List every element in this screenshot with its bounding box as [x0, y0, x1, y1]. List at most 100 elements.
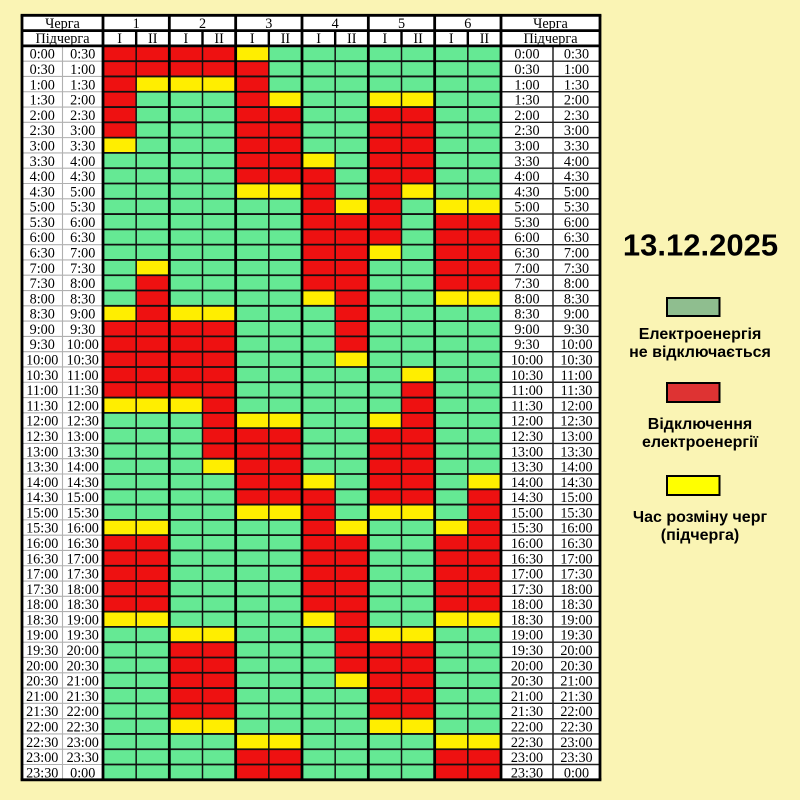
svg-text:22:30: 22:30: [511, 735, 543, 751]
svg-text:15:30: 15:30: [560, 505, 592, 521]
svg-text:0:00: 0:00: [514, 47, 539, 63]
svg-text:22:30: 22:30: [67, 719, 99, 735]
svg-text:21:30: 21:30: [67, 689, 99, 705]
svg-text:II: II: [413, 31, 423, 47]
svg-text:18:30: 18:30: [511, 612, 543, 628]
svg-text:17:30: 17:30: [511, 582, 543, 598]
svg-text:10:00: 10:00: [511, 353, 543, 369]
svg-text:17:00: 17:00: [511, 567, 543, 583]
svg-text:7:00: 7:00: [70, 246, 95, 262]
svg-text:I: I: [449, 31, 454, 47]
svg-text:18:00: 18:00: [511, 597, 543, 613]
svg-text:1:00: 1:00: [70, 62, 95, 78]
svg-text:10:30: 10:30: [560, 353, 592, 369]
svg-text:20:30: 20:30: [26, 674, 58, 690]
svg-text:6:30: 6:30: [514, 246, 539, 262]
svg-text:17:00: 17:00: [67, 551, 99, 567]
svg-text:6:00: 6:00: [70, 215, 95, 231]
svg-text:18:30: 18:30: [67, 597, 99, 613]
svg-text:7:30: 7:30: [514, 276, 539, 292]
svg-text:7:30: 7:30: [564, 261, 589, 277]
svg-text:Електроенергія: Електроенергія: [639, 326, 762, 343]
svg-text:19:30: 19:30: [67, 628, 99, 644]
svg-text:21:30: 21:30: [560, 689, 592, 705]
svg-text:18:00: 18:00: [560, 582, 592, 598]
svg-text:16:00: 16:00: [511, 536, 543, 552]
svg-text:17:30: 17:30: [560, 567, 592, 583]
svg-text:16:00: 16:00: [560, 521, 592, 537]
svg-text:19:00: 19:00: [511, 628, 543, 644]
svg-text:I: I: [250, 31, 255, 47]
svg-text:11:00: 11:00: [511, 383, 543, 399]
svg-text:10:30: 10:30: [511, 368, 543, 384]
svg-text:Черга: Черга: [533, 16, 568, 32]
svg-text:23:30: 23:30: [67, 750, 99, 766]
svg-text:1: 1: [133, 16, 140, 32]
svg-text:6:30: 6:30: [564, 230, 589, 246]
svg-text:10:30: 10:30: [26, 368, 58, 384]
svg-text:12:00: 12:00: [67, 398, 99, 414]
svg-text:7:00: 7:00: [514, 261, 539, 277]
svg-text:11:00: 11:00: [26, 383, 58, 399]
svg-text:13:00: 13:00: [511, 444, 543, 460]
svg-text:11:30: 11:30: [561, 383, 593, 399]
svg-text:1:30: 1:30: [564, 77, 589, 93]
svg-text:14:00: 14:00: [26, 475, 58, 491]
svg-text:6:00: 6:00: [514, 230, 539, 246]
svg-text:1:00: 1:00: [514, 77, 539, 93]
svg-text:0:30: 0:30: [30, 62, 55, 78]
svg-text:Підчерга: Підчерга: [35, 31, 90, 47]
svg-text:2:00: 2:00: [564, 93, 589, 109]
svg-text:12:30: 12:30: [67, 414, 99, 430]
svg-text:7:30: 7:30: [70, 261, 95, 277]
svg-text:12:30: 12:30: [560, 414, 592, 430]
svg-text:8:00: 8:00: [70, 276, 95, 292]
svg-text:5: 5: [398, 16, 405, 32]
svg-text:13:00: 13:00: [26, 444, 58, 460]
svg-text:8:30: 8:30: [30, 307, 55, 323]
svg-text:13:00: 13:00: [67, 429, 99, 445]
svg-text:II: II: [480, 31, 490, 47]
svg-text:21:00: 21:00: [511, 689, 543, 705]
svg-text:5:00: 5:00: [514, 200, 539, 216]
svg-text:11:30: 11:30: [26, 398, 58, 414]
svg-text:22:00: 22:00: [26, 719, 58, 735]
svg-text:11:30: 11:30: [67, 383, 99, 399]
svg-text:8:00: 8:00: [564, 276, 589, 292]
svg-text:10:00: 10:00: [26, 353, 58, 369]
svg-text:II: II: [281, 31, 291, 47]
svg-text:22:30: 22:30: [560, 719, 592, 735]
svg-text:7:30: 7:30: [30, 276, 55, 292]
svg-text:4: 4: [332, 16, 339, 32]
svg-text:11:00: 11:00: [561, 368, 593, 384]
svg-text:6:00: 6:00: [564, 215, 589, 231]
svg-text:23:30: 23:30: [511, 765, 543, 781]
svg-text:21:30: 21:30: [26, 704, 58, 720]
svg-text:10:00: 10:00: [67, 337, 99, 353]
svg-text:1:30: 1:30: [514, 93, 539, 109]
svg-text:1:30: 1:30: [30, 93, 55, 109]
svg-text:22:30: 22:30: [26, 735, 58, 751]
svg-text:20:00: 20:00: [511, 658, 543, 674]
svg-text:9:30: 9:30: [564, 322, 589, 338]
svg-text:4:30: 4:30: [70, 169, 95, 185]
svg-text:I: I: [316, 31, 321, 47]
svg-text:13.12.2025: 13.12.2025: [623, 228, 778, 263]
svg-text:5:00: 5:00: [70, 184, 95, 200]
svg-text:10:00: 10:00: [560, 337, 592, 353]
svg-text:15:30: 15:30: [511, 521, 543, 537]
svg-text:3:30: 3:30: [564, 138, 589, 154]
svg-text:15:00: 15:00: [26, 505, 58, 521]
svg-text:12:00: 12:00: [560, 398, 592, 414]
svg-text:20:00: 20:00: [26, 658, 58, 674]
svg-text:не відключається: не відключається: [629, 344, 771, 361]
svg-text:0:00: 0:00: [564, 765, 589, 781]
svg-text:19:00: 19:00: [26, 628, 58, 644]
svg-text:4:30: 4:30: [30, 184, 55, 200]
svg-text:21:00: 21:00: [26, 689, 58, 705]
svg-text:3:00: 3:00: [30, 138, 55, 154]
svg-text:1:00: 1:00: [564, 62, 589, 78]
svg-text:13:00: 13:00: [560, 429, 592, 445]
svg-text:23:00: 23:00: [26, 750, 58, 766]
svg-text:8:00: 8:00: [514, 291, 539, 307]
